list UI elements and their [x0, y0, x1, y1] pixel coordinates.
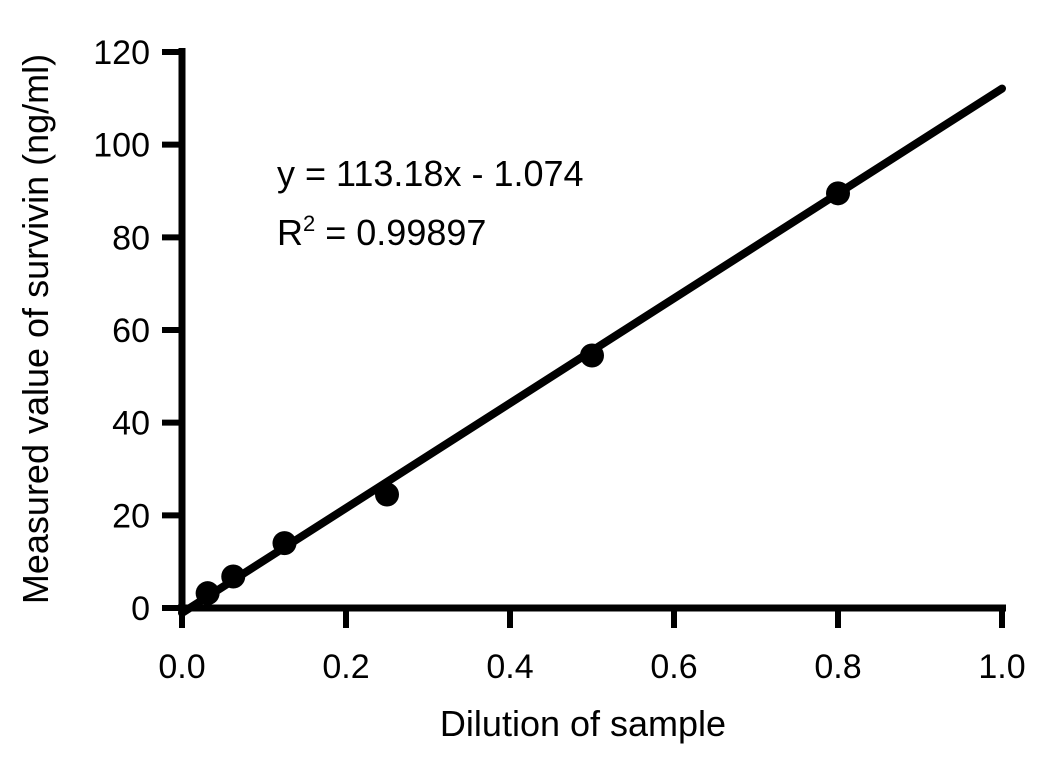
x-tick-label: 0.8	[814, 648, 861, 686]
x-axis-label: Dilution of sample	[440, 703, 726, 744]
y-tick-label: 120	[93, 34, 150, 72]
data-point	[195, 581, 220, 606]
r-squared-superscript: 2	[303, 211, 315, 236]
y-tick-label: 100	[93, 127, 150, 165]
data-point	[826, 181, 850, 206]
regression-equation: y = 113.18x - 1.074	[277, 153, 584, 194]
y-tick-label: 20	[112, 497, 150, 535]
plot-area	[178, 84, 1006, 617]
x-ticks: 0.0 0.2 0.4 0.6 0.8 1.0	[158, 608, 1026, 686]
r-squared-prefix: R	[277, 212, 303, 253]
data-point	[272, 531, 297, 556]
y-tick-label: 40	[112, 405, 150, 443]
y-ticks: 0 20 40 60 80 100 120	[93, 34, 182, 628]
x-tick-label: 0.2	[322, 648, 369, 686]
r-squared-annotation: R2 = 0.99897	[277, 211, 486, 253]
data-point	[375, 482, 399, 507]
data-point	[580, 343, 604, 368]
x-tick-label: 1.0	[978, 648, 1025, 686]
y-tick-label: 60	[112, 312, 150, 350]
y-tick-label: 80	[112, 219, 150, 257]
data-point	[221, 564, 246, 589]
x-tick-label: 0.0	[158, 648, 205, 686]
y-axis-label: Measured value of survivin (ng/ml)	[15, 54, 56, 604]
y-tick-label: 0	[131, 590, 150, 628]
r-squared-value: = 0.99897	[315, 212, 486, 253]
x-tick-label: 0.4	[486, 648, 533, 686]
x-tick-label: 0.6	[650, 648, 697, 686]
axes	[178, 48, 1006, 612]
